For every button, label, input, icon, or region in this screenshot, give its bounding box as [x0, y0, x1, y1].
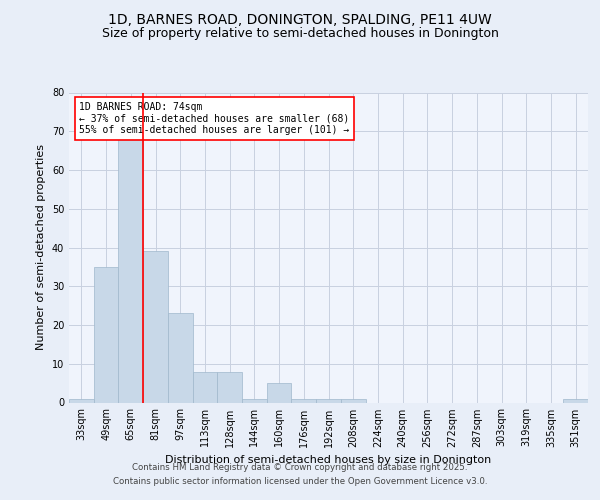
Bar: [267, 383, 292, 402]
Bar: [143, 252, 168, 402]
Bar: [316, 398, 341, 402]
X-axis label: Distribution of semi-detached houses by size in Donington: Distribution of semi-detached houses by …: [166, 455, 491, 465]
Text: Contains HM Land Registry data © Crown copyright and database right 2025.: Contains HM Land Registry data © Crown c…: [132, 462, 468, 471]
Y-axis label: Number of semi-detached properties: Number of semi-detached properties: [36, 144, 46, 350]
Bar: [118, 139, 143, 402]
Bar: [563, 398, 588, 402]
Bar: [94, 267, 118, 402]
Bar: [292, 398, 316, 402]
Bar: [242, 398, 267, 402]
Text: Size of property relative to semi-detached houses in Donington: Size of property relative to semi-detach…: [101, 28, 499, 40]
Bar: [193, 372, 217, 402]
Bar: [69, 398, 94, 402]
Text: Contains public sector information licensed under the Open Government Licence v3: Contains public sector information licen…: [113, 478, 487, 486]
Bar: [341, 398, 365, 402]
Bar: [168, 314, 193, 402]
Bar: [217, 372, 242, 402]
Text: 1D, BARNES ROAD, DONINGTON, SPALDING, PE11 4UW: 1D, BARNES ROAD, DONINGTON, SPALDING, PE…: [108, 12, 492, 26]
Text: 1D BARNES ROAD: 74sqm
← 37% of semi-detached houses are smaller (68)
55% of semi: 1D BARNES ROAD: 74sqm ← 37% of semi-deta…: [79, 102, 350, 135]
